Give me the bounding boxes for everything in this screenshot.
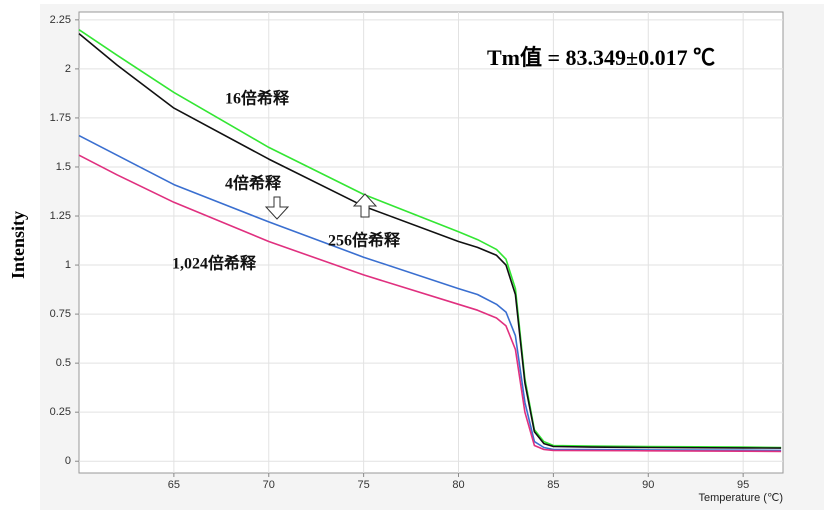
x-tick-label: 90 xyxy=(642,479,654,491)
x-tick-label: 80 xyxy=(452,479,464,491)
y-axis-title: Intensity xyxy=(8,211,28,279)
y-tick-label: 2.25 xyxy=(50,14,71,26)
series-line xyxy=(78,134,782,452)
lines xyxy=(78,29,782,453)
series-line xyxy=(78,29,782,449)
plot-area xyxy=(78,11,784,474)
x-tick-label: 65 xyxy=(168,479,180,491)
x-tick-label: 95 xyxy=(737,479,749,491)
series-label: 16倍希释 xyxy=(225,89,290,108)
series-labels: 16倍希释 256倍希释 4倍希释 1,024倍希释 xyxy=(172,89,401,273)
series-line xyxy=(78,32,782,449)
y-tick-label: 1.25 xyxy=(50,210,71,222)
series-label: 4倍希释 xyxy=(225,174,282,193)
series-label: 256倍希释 xyxy=(328,231,401,250)
arrow-up xyxy=(352,193,378,218)
x-axis-title: Temperature (℃) xyxy=(699,492,784,504)
y-tick-label: 2 xyxy=(65,63,71,75)
y-tick-label: 1.5 xyxy=(56,161,71,173)
grid: 0 0.25 0.5 0.75 1 1.25 1.5 1.75 2 2.25 65 70 75 80 85 9… xyxy=(50,12,783,491)
y-tick-label: 0.5 xyxy=(56,357,71,369)
y-tick-label: 0.75 xyxy=(50,308,71,320)
y-tick-label: 1.75 xyxy=(50,112,71,124)
arrow-down xyxy=(264,196,290,220)
y-tick-label: 1 xyxy=(65,259,71,271)
y-tick-label: 0 xyxy=(65,455,71,467)
x-tick-label: 70 xyxy=(263,479,275,491)
series-line xyxy=(78,154,782,453)
x-tick-label: 75 xyxy=(358,479,370,491)
y-tick-label: 0.25 xyxy=(50,406,71,418)
series-label: 1,024倍希释 xyxy=(172,254,257,273)
tm-annotation: Tm值 = 83.349±0.017 ℃ xyxy=(487,45,715,70)
x-tick-label: 85 xyxy=(547,479,559,491)
